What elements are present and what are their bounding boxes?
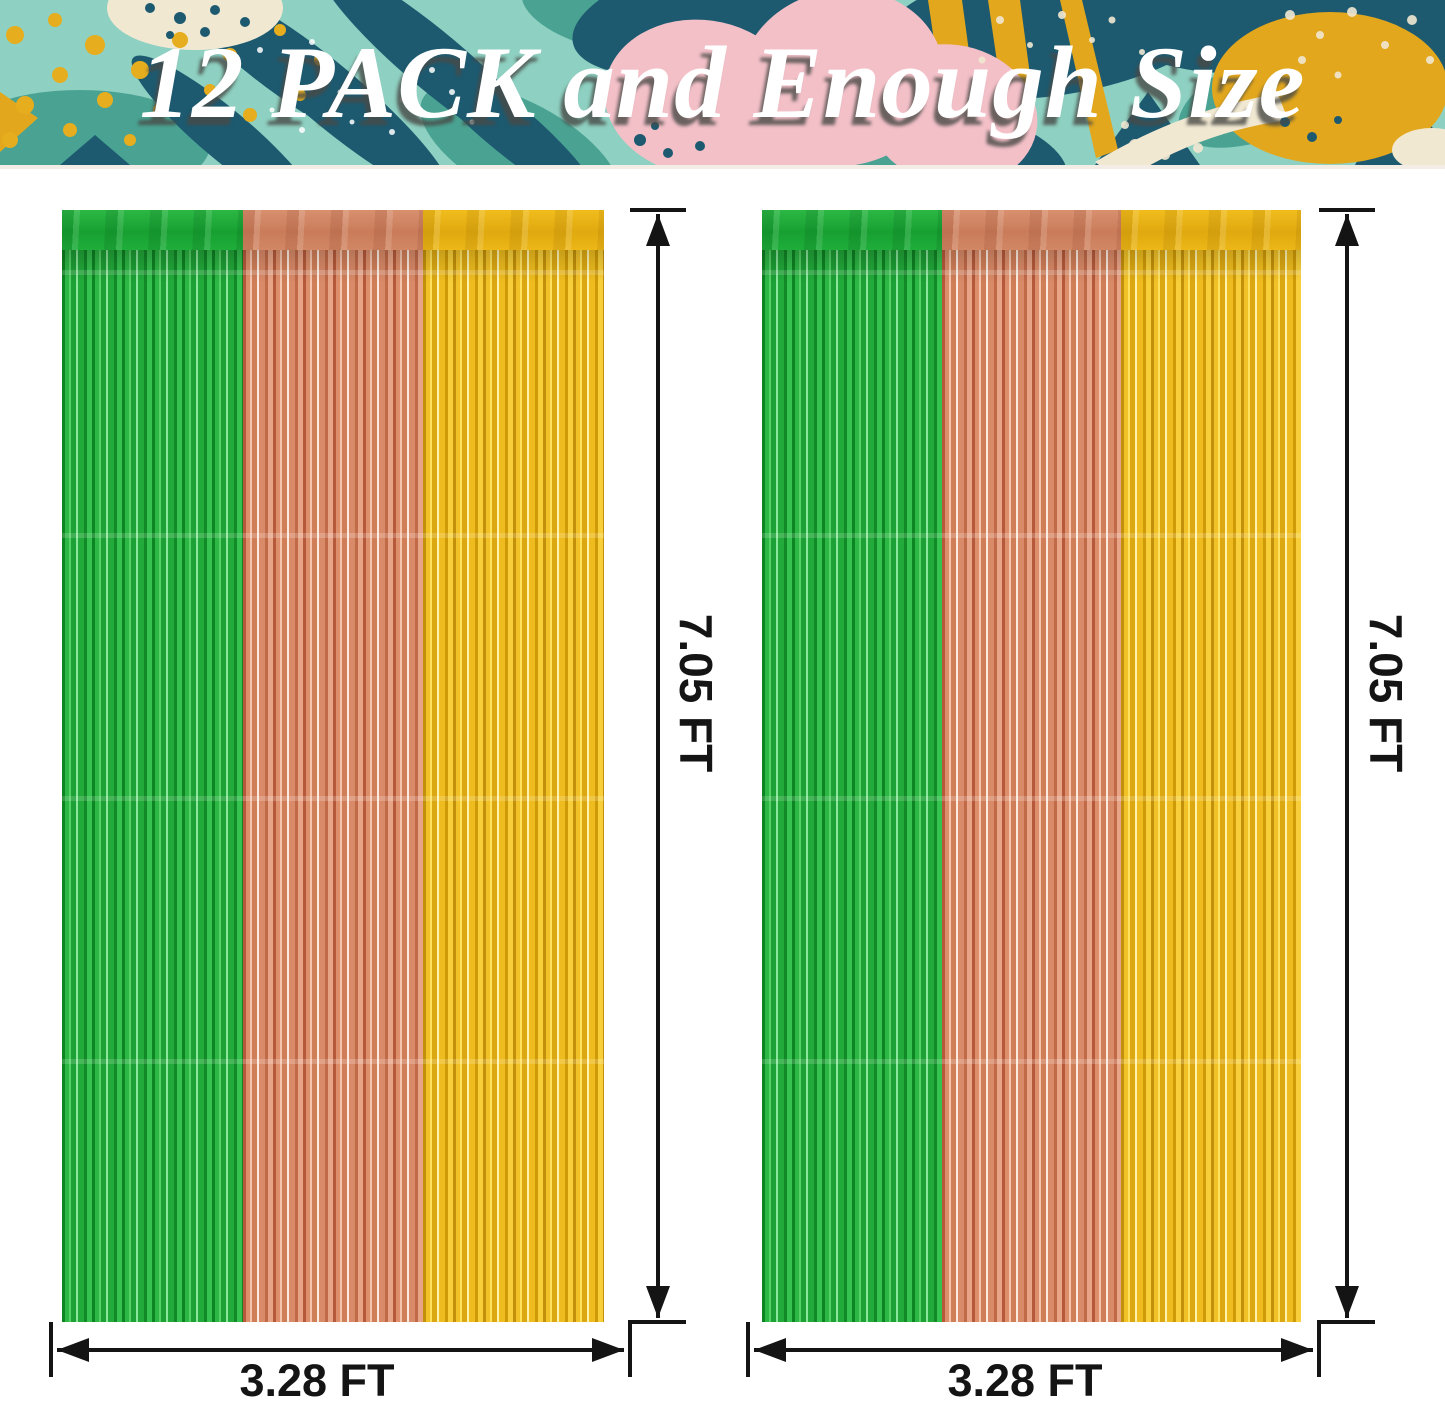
height-label-1: 7.05 FT — [670, 613, 722, 773]
curtain-panel-1 — [62, 210, 604, 1322]
speckles — [257, 39, 475, 135]
panel1-section-rose-gold — [242, 210, 424, 1322]
header-band-gold — [423, 210, 604, 250]
header-band-green — [62, 210, 243, 250]
panel2-section-gold — [1121, 210, 1301, 1322]
panel1-section-green — [62, 210, 243, 1322]
panel1-section-gold — [423, 210, 604, 1322]
height-label-2: 7.05 FT — [1360, 613, 1412, 773]
header-band-gold — [1121, 210, 1301, 250]
width-label-1: 3.28 FT — [239, 1355, 395, 1401]
fringe-rose-gold — [242, 250, 424, 1322]
fringe-gold — [1121, 250, 1301, 1322]
fringe-green — [62, 250, 243, 1322]
banner-title: 12 PACK and Enough Size — [139, 25, 1306, 140]
panel2-section-green — [762, 210, 942, 1322]
header-band-rose-gold — [242, 210, 424, 250]
header-band-rose-gold — [941, 210, 1122, 250]
cream-speckles — [978, 7, 1434, 160]
banner: 12 PACK and Enough Size — [0, 0, 1445, 169]
cream-shapes — [107, 0, 1445, 165]
dark-dots — [145, 3, 1342, 158]
curtain-panel-2 — [762, 210, 1301, 1322]
fringe-gold — [423, 250, 604, 1322]
fringe-rose-gold — [941, 250, 1122, 1322]
tropical-pattern — [0, 0, 1445, 165]
header-band-green — [762, 210, 942, 250]
height-dimension-line-2 — [1317, 208, 1375, 1377]
panel2-section-rose-gold — [941, 210, 1122, 1322]
width-label-2: 3.28 FT — [947, 1355, 1103, 1401]
fringe-green — [762, 250, 942, 1322]
height-dimension-line-1 — [628, 208, 686, 1377]
yellow-dots — [2, 13, 326, 148]
pink-blobs — [604, 0, 1038, 165]
